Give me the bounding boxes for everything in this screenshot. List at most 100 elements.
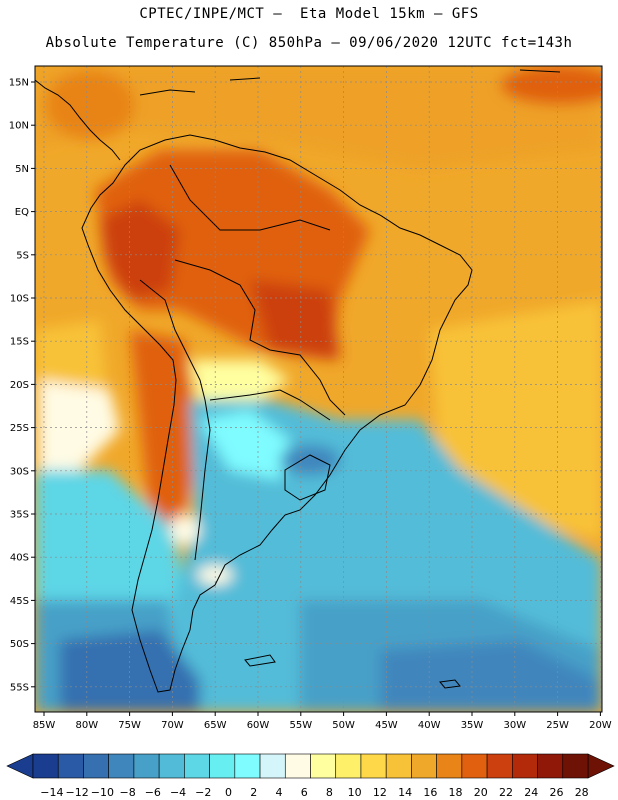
field-cyan-argentina bbox=[200, 410, 290, 480]
latitude-labels: 15N 10N 5N EQ 5S 10S 15S 20S 25S 30S 35S 40S 45S 50S 5… bbox=[9, 78, 35, 693]
lon-label: 75W bbox=[118, 720, 141, 731]
field-pale-patagonia bbox=[197, 565, 233, 585]
colorbar-swatch bbox=[158, 753, 185, 779]
colorbar-label: 28 bbox=[575, 786, 589, 799]
lat-label: 40S bbox=[10, 553, 29, 564]
colorbar-swatch bbox=[360, 753, 387, 779]
colorbar-label: 20 bbox=[474, 786, 488, 799]
colorbar-swatch bbox=[83, 753, 109, 779]
colorbar-swatch bbox=[284, 753, 311, 779]
lon-label: 30W bbox=[503, 720, 526, 731]
border-argentina bbox=[209, 389, 331, 421]
colorbar-label: 18 bbox=[449, 786, 463, 799]
field-hot-ne bbox=[500, 66, 602, 105]
colorbar-label: −6 bbox=[145, 786, 161, 799]
colorbar-label: 24 bbox=[524, 786, 538, 799]
colorbar-label: 14 bbox=[398, 786, 412, 799]
colorbar-label: 16 bbox=[423, 786, 437, 799]
south-america-coastline bbox=[81, 134, 473, 693]
colorbar-swatch bbox=[234, 753, 261, 779]
colorbar-label: 12 bbox=[373, 786, 387, 799]
lat-label: 50S bbox=[10, 639, 29, 650]
lon-label: 65W bbox=[204, 720, 227, 731]
field-hot-central bbox=[250, 280, 340, 360]
caribbean-islands bbox=[139, 69, 561, 96]
lat-label: 45S bbox=[10, 596, 29, 607]
falkland-islands bbox=[244, 654, 276, 667]
temperature-field bbox=[35, 66, 602, 712]
colorbar-swatch bbox=[335, 753, 362, 779]
lon-label: 70W bbox=[161, 720, 184, 731]
south-georgia bbox=[439, 679, 461, 689]
colorbar-label: −12 bbox=[66, 786, 89, 799]
lon-label: 35W bbox=[461, 720, 484, 731]
colorbar-label: 22 bbox=[499, 786, 513, 799]
colorbar-swatch bbox=[209, 753, 236, 779]
field-coldest-sa bbox=[380, 640, 600, 712]
lat-label: 10S bbox=[10, 294, 29, 305]
colorbar-label: 8 bbox=[326, 786, 333, 799]
colorbar-label: 2 bbox=[250, 786, 257, 799]
field-coldest-sw bbox=[60, 630, 200, 712]
colorbar-swatch bbox=[32, 753, 59, 779]
central-america-coastline bbox=[35, 79, 121, 161]
field-pale-pacific bbox=[40, 380, 120, 470]
field-north-ocean bbox=[35, 66, 602, 170]
lat-label: 35S bbox=[10, 510, 29, 521]
colorbar: −14 −12 −10 −8 −6 −4 −2 0 2 4 6 8 10 12 14 16 18 20 22 24 26… bbox=[6, 753, 615, 799]
lon-label: 40W bbox=[418, 720, 441, 731]
lat-label: EQ bbox=[15, 207, 29, 218]
colorbar-label: −10 bbox=[91, 786, 114, 799]
lon-label: 55W bbox=[289, 720, 312, 731]
colorbar-swatch bbox=[461, 753, 488, 779]
lat-label: 55S bbox=[10, 682, 29, 693]
colorbar-low-arrow bbox=[6, 753, 34, 779]
colorbar-swatch bbox=[486, 753, 513, 779]
colorbar-label: 4 bbox=[275, 786, 282, 799]
uruguay-outline bbox=[284, 454, 331, 501]
lon-label: 45W bbox=[375, 720, 398, 731]
colorbar-swatch bbox=[57, 753, 84, 779]
colorbar-swatch bbox=[184, 753, 210, 779]
lon-label: 50W bbox=[332, 720, 355, 731]
colorbar-swatch bbox=[512, 753, 538, 779]
lat-label: 10N bbox=[9, 121, 29, 132]
field-hot-chile bbox=[130, 330, 200, 540]
colorbar-label: 0 bbox=[225, 786, 232, 799]
lon-label: 85W bbox=[33, 720, 56, 731]
border-brazil bbox=[174, 259, 346, 416]
lat-label: 15S bbox=[10, 337, 29, 348]
colorbar-label: 6 bbox=[301, 786, 308, 799]
field-hot-nw bbox=[45, 70, 135, 140]
lon-label: 25W bbox=[546, 720, 569, 731]
field-hottest-andes bbox=[100, 200, 180, 300]
field-cold-uruguay bbox=[280, 445, 340, 475]
colorbar-label: −8 bbox=[119, 786, 135, 799]
title-model: CPTEC/INPE/MCT – Eta Model 15km – GFS bbox=[139, 6, 479, 22]
colorbar-swatch bbox=[411, 753, 437, 779]
lat-label: 5N bbox=[15, 164, 29, 175]
colorbar-swatch bbox=[385, 753, 412, 779]
colorbar-label: 10 bbox=[348, 786, 362, 799]
land-outlines bbox=[35, 69, 561, 693]
lat-label: 25S bbox=[10, 423, 29, 434]
colorbar-label: −14 bbox=[40, 786, 63, 799]
title-variable: Absolute Temperature (C) 850hPa – 09/06/… bbox=[45, 35, 573, 51]
longitude-labels: 85W 80W 75W 70W 65W 60W 55W 50W 45W 40W 35W 30W 25W 2… bbox=[33, 712, 612, 731]
colorbar-label: −4 bbox=[170, 786, 186, 799]
lat-label: 5S bbox=[16, 250, 29, 261]
colorbar-swatch bbox=[436, 753, 463, 779]
colorbar-swatch bbox=[108, 753, 135, 779]
lon-label: 60W bbox=[247, 720, 270, 731]
colorbar-swatch bbox=[310, 753, 337, 779]
colorbar-swatch bbox=[133, 753, 160, 779]
lon-label: 80W bbox=[75, 720, 98, 731]
border-andes bbox=[139, 279, 211, 561]
colorbar-swatch bbox=[562, 753, 589, 779]
field-pale-mendoza bbox=[170, 515, 200, 545]
map-frame bbox=[34, 65, 603, 713]
lat-label: 15N bbox=[9, 78, 29, 89]
colorbar-label: 26 bbox=[549, 786, 563, 799]
